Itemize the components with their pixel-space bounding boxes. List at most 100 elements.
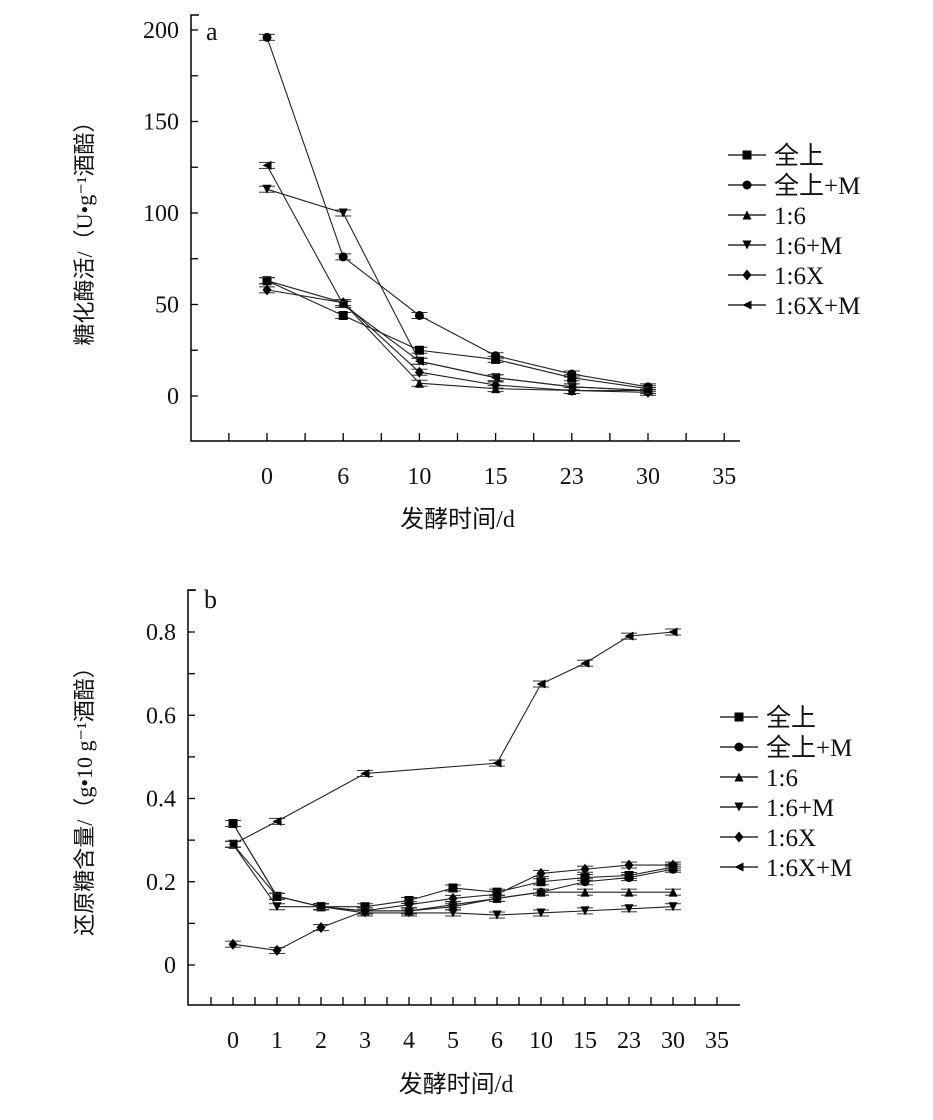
data-point — [414, 310, 424, 320]
data-point — [272, 944, 282, 956]
data-point — [668, 887, 678, 897]
legend-entry: 全上 — [766, 704, 816, 732]
legend-marker — [734, 742, 744, 752]
x-tick-label: 30 — [636, 464, 660, 490]
y-tick-label: 0 — [167, 384, 179, 410]
x-tick-label: 23 — [617, 1028, 641, 1054]
data-point — [492, 910, 502, 920]
data-point — [262, 32, 272, 42]
data-point — [624, 873, 634, 883]
legend-marker — [742, 210, 752, 220]
data-point — [414, 366, 424, 378]
legend-marker — [742, 180, 752, 190]
data-point — [316, 922, 326, 934]
series-line — [266, 280, 649, 390]
chart-panel-a: 0 50 100 150 200 0 6 10 15 23 30 35 a 发酵时间/d 糖化酶活/（U•g… — [72, 14, 860, 533]
legend-marker — [742, 269, 752, 281]
legend-entry: 全上+M — [774, 172, 860, 200]
data-point — [580, 887, 590, 897]
series-line — [232, 631, 674, 845]
series-triangle-left — [225, 627, 681, 849]
data-point — [536, 908, 546, 918]
y-tick-label: 0.2 — [146, 870, 176, 896]
x-tick-label: 5 — [447, 1028, 459, 1054]
x-tick-label: 3 — [359, 1028, 371, 1054]
data-point — [338, 310, 348, 320]
legend-marker — [734, 862, 744, 872]
series-square — [259, 276, 656, 394]
y-axis-label: 还原糖含量/（g•10 g⁻¹酒醅） — [72, 656, 97, 936]
x-tick-label: 6 — [337, 464, 349, 490]
data-point — [580, 658, 590, 668]
legend-entry: 1:6X — [766, 825, 816, 852]
series-line — [266, 188, 649, 392]
y-tick-label: 150 — [143, 110, 179, 136]
data-point — [492, 758, 502, 768]
data-point — [414, 356, 424, 366]
legend-entry: 全上 — [774, 142, 824, 170]
axes — [190, 14, 740, 442]
series-diamond — [225, 859, 681, 956]
legend-marker — [734, 831, 744, 843]
x-tick-label: 1 — [271, 1028, 283, 1054]
legend-entry: 1:6+M — [766, 795, 834, 822]
data-point — [567, 369, 577, 379]
data-point — [624, 904, 634, 914]
series-triangle-up — [225, 839, 681, 916]
legend-entry: 1:6 — [766, 765, 798, 792]
data-point — [624, 859, 634, 871]
data-point — [262, 284, 272, 296]
chart-panel-b: 00.20.40.60.80 1 2 3 4 5 6 10 15 23 30 35b发酵时间/d还原糖… — [72, 585, 852, 1098]
y-tick-label: 0.6 — [146, 703, 176, 729]
y-tick-label: 0.8 — [146, 620, 176, 646]
data-point — [580, 877, 590, 887]
data-point — [536, 867, 546, 879]
x-tick-label: 10 — [407, 464, 431, 490]
data-point — [580, 863, 590, 875]
legend-marker — [742, 300, 752, 310]
series-triangle-left — [259, 160, 656, 396]
data-point — [338, 300, 348, 309]
data-point — [262, 184, 272, 194]
data-point — [492, 888, 502, 900]
legend-marker — [734, 802, 744, 812]
data-point — [668, 627, 678, 637]
data-point — [448, 908, 458, 918]
data-point — [668, 859, 678, 871]
data-point — [316, 902, 326, 912]
data-point — [491, 379, 501, 391]
data-point — [536, 877, 546, 887]
legend-marker — [734, 712, 744, 722]
x-tick-label: 30 — [661, 1028, 685, 1054]
data-point — [228, 818, 238, 828]
data-point — [360, 769, 370, 779]
data-point — [360, 905, 370, 917]
x-tick-label: 0 — [227, 1028, 239, 1054]
data-point — [338, 252, 348, 262]
legend-entry: 1:6X+M — [774, 293, 860, 320]
data-point — [624, 631, 634, 641]
x-tick-label: 35 — [712, 464, 736, 490]
x-tick-label: 4 — [403, 1028, 415, 1054]
y-tick-label: 50 — [155, 293, 179, 319]
panel-label: a — [206, 17, 218, 46]
y-tick-label: 0 — [164, 953, 176, 979]
data-point — [414, 345, 424, 355]
y-tick-label: 0.4 — [146, 787, 176, 813]
data-point — [536, 887, 546, 897]
x-tick-label: 6 — [491, 1028, 503, 1054]
data-point — [272, 891, 282, 901]
x-tick-label: 35 — [705, 1028, 729, 1054]
x-tick-label: 0 — [261, 464, 273, 490]
y-tick-label: 200 — [143, 18, 179, 44]
y-tick-label: 100 — [143, 201, 179, 227]
data-point — [448, 892, 458, 904]
series-line — [266, 165, 649, 392]
series-triangle-down — [259, 184, 656, 396]
data-point — [624, 887, 634, 897]
legend-marker — [742, 240, 752, 250]
legend-entry: 1:6X — [774, 263, 824, 290]
data-point — [643, 386, 653, 396]
data-point — [228, 839, 238, 849]
data-point — [536, 679, 546, 689]
